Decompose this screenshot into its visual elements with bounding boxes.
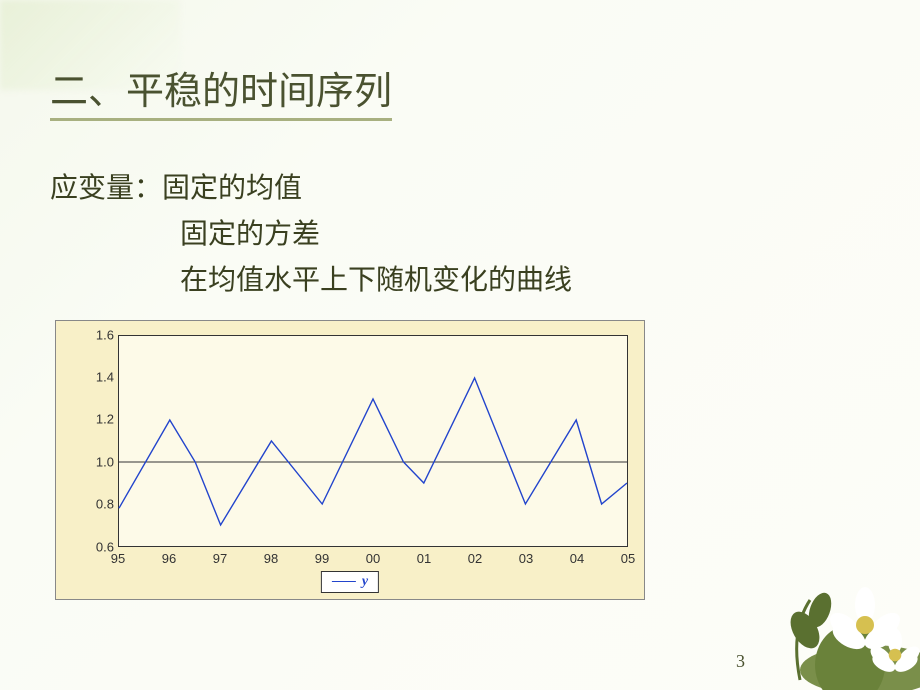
y-tick-label: 1.4: [76, 369, 114, 384]
time-series-chart: 0.6 0.8 1.0 1.2 1.4 1.6 95 96 97 98 99 00 01 02 03 04 0…: [55, 320, 645, 600]
x-tick-label: 01: [417, 551, 431, 566]
body-line-1: 应变量：固定的均值: [50, 166, 870, 212]
y-tick-label: 0.6: [76, 539, 114, 554]
x-tick-label: 95: [111, 551, 125, 566]
body-line-2: 固定的方差: [180, 212, 870, 258]
legend-label: y: [362, 574, 368, 590]
y-tick-label: 1.2: [76, 412, 114, 427]
x-tick-label: 02: [468, 551, 482, 566]
x-tick-label: 00: [366, 551, 380, 566]
slide-title: 二、平稳的时间序列: [50, 60, 392, 121]
chart-legend: y: [321, 571, 379, 593]
chart-data-line: [119, 378, 627, 525]
y-tick-label: 1.0: [76, 454, 114, 469]
x-tick-label: 98: [264, 551, 278, 566]
x-tick-label: 97: [213, 551, 227, 566]
chart-plot-area: [118, 335, 628, 547]
legend-line-sample: [332, 581, 356, 582]
body-line-3: 在均值水平上下随机变化的曲线: [180, 258, 870, 304]
body-text: 应变量：固定的均值 固定的方差 在均值水平上下随机变化的曲线: [50, 166, 870, 305]
y-tick-label: 1.6: [76, 327, 114, 342]
x-tick-label: 03: [519, 551, 533, 566]
y-tick-label: 0.8: [76, 497, 114, 512]
x-tick-label: 05: [621, 551, 635, 566]
x-tick-label: 96: [162, 551, 176, 566]
chart-svg: [119, 336, 627, 546]
decorative-flower-corner: [720, 510, 920, 690]
x-tick-label: 04: [570, 551, 584, 566]
x-tick-label: 99: [315, 551, 329, 566]
